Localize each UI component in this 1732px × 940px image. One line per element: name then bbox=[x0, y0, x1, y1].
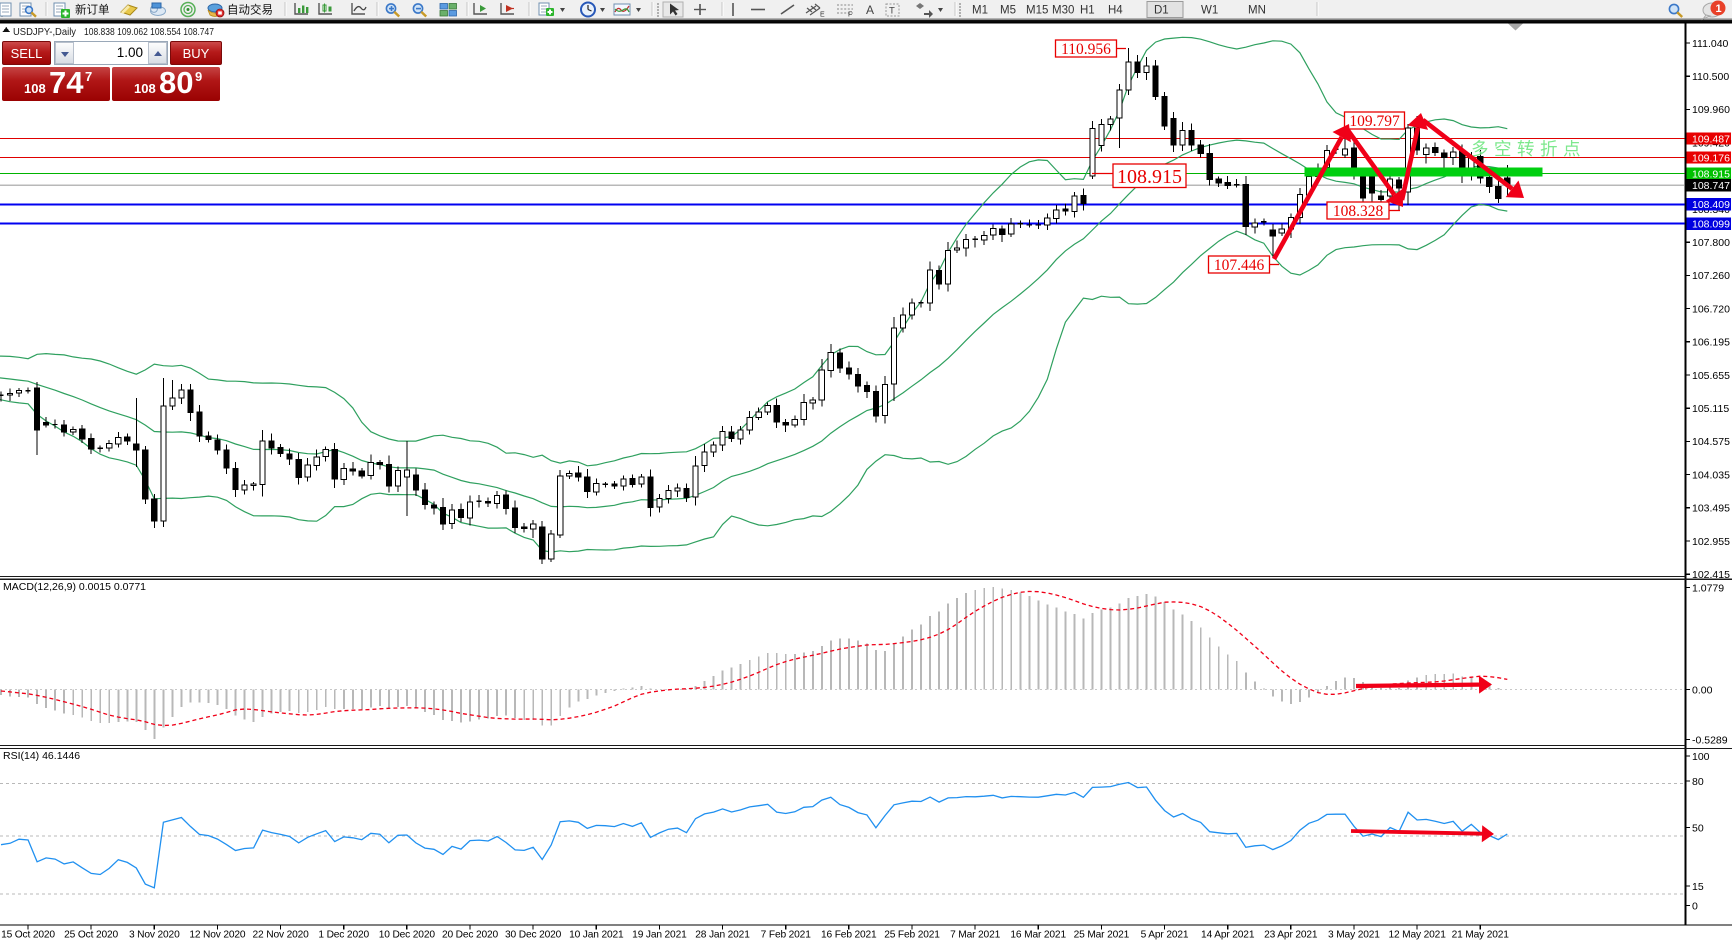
svg-text:104.575: 104.575 bbox=[1692, 436, 1730, 448]
svg-text:10 Jan 2021: 10 Jan 2021 bbox=[569, 930, 624, 940]
svg-text:16 Mar 2021: 16 Mar 2021 bbox=[1010, 930, 1066, 940]
svg-text:20 Dec 2020: 20 Dec 2020 bbox=[442, 930, 499, 940]
svg-text:100: 100 bbox=[1692, 751, 1710, 763]
svg-text:10 Dec 2020: 10 Dec 2020 bbox=[379, 930, 436, 940]
svg-text:108.099: 108.099 bbox=[1692, 218, 1730, 230]
svg-text:0.00: 0.00 bbox=[1692, 684, 1713, 696]
svg-text:102.415: 102.415 bbox=[1692, 569, 1730, 581]
svg-text:25 Oct 2020: 25 Oct 2020 bbox=[64, 930, 118, 940]
svg-text:1: 1 bbox=[1716, 3, 1722, 15]
svg-text:106.195: 106.195 bbox=[1692, 337, 1730, 349]
svg-text:RSI(14) 46.1446: RSI(14) 46.1446 bbox=[3, 750, 80, 762]
svg-text:MACD(12,26,9) 0.0015 0.0771: MACD(12,26,9) 0.0015 0.0771 bbox=[3, 581, 146, 593]
svg-text:1.0779: 1.0779 bbox=[1692, 582, 1724, 594]
svg-text:E: E bbox=[820, 12, 825, 19]
svg-text:F: F bbox=[848, 12, 852, 19]
svg-text:15: 15 bbox=[1692, 881, 1704, 893]
svg-text:108.409: 108.409 bbox=[1692, 199, 1730, 211]
svg-text:H1: H1 bbox=[1080, 5, 1095, 17]
svg-text:50: 50 bbox=[1692, 822, 1704, 834]
svg-text:108.915: 108.915 bbox=[1117, 166, 1182, 188]
svg-text:108.747: 108.747 bbox=[1692, 180, 1730, 192]
svg-text:H4: H4 bbox=[1108, 5, 1123, 17]
svg-text:109.487: 109.487 bbox=[1692, 133, 1730, 145]
svg-text:108.328: 108.328 bbox=[1333, 203, 1384, 220]
svg-text:108.915: 108.915 bbox=[1692, 168, 1730, 180]
svg-text:107.800: 107.800 bbox=[1692, 237, 1730, 249]
svg-text:105.115: 105.115 bbox=[1692, 403, 1729, 415]
svg-text:M30: M30 bbox=[1052, 5, 1074, 17]
svg-text:28 Jan 2021: 28 Jan 2021 bbox=[695, 930, 750, 940]
svg-text:110.500: 110.500 bbox=[1692, 71, 1729, 83]
svg-text:106.720: 106.720 bbox=[1692, 303, 1730, 315]
svg-text:109.176: 109.176 bbox=[1692, 152, 1730, 164]
svg-text:105.655: 105.655 bbox=[1692, 370, 1730, 382]
svg-text:7 Mar 2021: 7 Mar 2021 bbox=[950, 930, 1001, 940]
svg-text:102.955: 102.955 bbox=[1692, 536, 1730, 548]
svg-text:12 Nov 2020: 12 Nov 2020 bbox=[189, 930, 246, 940]
svg-text:21 May 2021: 21 May 2021 bbox=[1452, 930, 1510, 940]
svg-text:M1: M1 bbox=[972, 5, 988, 17]
svg-text:A: A bbox=[866, 3, 874, 17]
svg-text:5 Apr 2021: 5 Apr 2021 bbox=[1141, 930, 1189, 940]
svg-text:110.956: 110.956 bbox=[1061, 41, 1111, 58]
svg-text:M15: M15 bbox=[1026, 5, 1048, 17]
svg-text:23 Apr 2021: 23 Apr 2021 bbox=[1264, 930, 1318, 940]
svg-text:T: T bbox=[889, 6, 895, 17]
svg-text:30 Dec 2020: 30 Dec 2020 bbox=[505, 930, 562, 940]
svg-text:新订单: 新订单 bbox=[75, 3, 110, 17]
svg-text:25 Mar 2021: 25 Mar 2021 bbox=[1074, 930, 1130, 940]
svg-text:104.035: 104.035 bbox=[1692, 469, 1730, 481]
svg-text:15 Oct 2020: 15 Oct 2020 bbox=[1, 930, 55, 940]
svg-text:3 Nov 2020: 3 Nov 2020 bbox=[129, 930, 180, 940]
svg-text:12 May 2021: 12 May 2021 bbox=[1388, 930, 1446, 940]
svg-text:7 Feb 2021: 7 Feb 2021 bbox=[761, 930, 812, 940]
svg-text:19 Jan 2021: 19 Jan 2021 bbox=[632, 930, 687, 940]
svg-text:M5: M5 bbox=[1000, 5, 1016, 17]
svg-text:109.797: 109.797 bbox=[1349, 113, 1400, 130]
svg-text:自动交易: 自动交易 bbox=[227, 3, 273, 17]
svg-text:25 Feb 2021: 25 Feb 2021 bbox=[884, 930, 940, 940]
svg-text:107.446: 107.446 bbox=[1214, 257, 1265, 274]
svg-text:14 Apr 2021: 14 Apr 2021 bbox=[1201, 930, 1255, 940]
svg-text:USDJPY-,Daily: USDJPY-,Daily bbox=[13, 26, 77, 38]
svg-text:109.960: 109.960 bbox=[1692, 104, 1730, 116]
svg-text:111.040: 111.040 bbox=[1692, 38, 1729, 50]
svg-text:W1: W1 bbox=[1201, 5, 1218, 17]
svg-text:1 Dec 2020: 1 Dec 2020 bbox=[318, 930, 369, 940]
svg-text:80: 80 bbox=[1692, 776, 1704, 788]
svg-text:22 Nov 2020: 22 Nov 2020 bbox=[253, 930, 310, 940]
svg-text:107.260: 107.260 bbox=[1692, 270, 1730, 282]
svg-text:3 May 2021: 3 May 2021 bbox=[1328, 930, 1380, 940]
svg-text:多空转折点: 多空转折点 bbox=[1471, 139, 1586, 159]
svg-text:MN: MN bbox=[1248, 5, 1266, 17]
svg-text:-0.5289: -0.5289 bbox=[1692, 734, 1728, 746]
svg-text:103.495: 103.495 bbox=[1692, 503, 1730, 515]
svg-text:0: 0 bbox=[1692, 900, 1698, 912]
svg-text:D1: D1 bbox=[1154, 5, 1169, 17]
svg-text:108.838 109.062 108.554 108.74: 108.838 109.062 108.554 108.747 bbox=[84, 26, 214, 38]
svg-text:16 Feb 2021: 16 Feb 2021 bbox=[821, 930, 877, 940]
